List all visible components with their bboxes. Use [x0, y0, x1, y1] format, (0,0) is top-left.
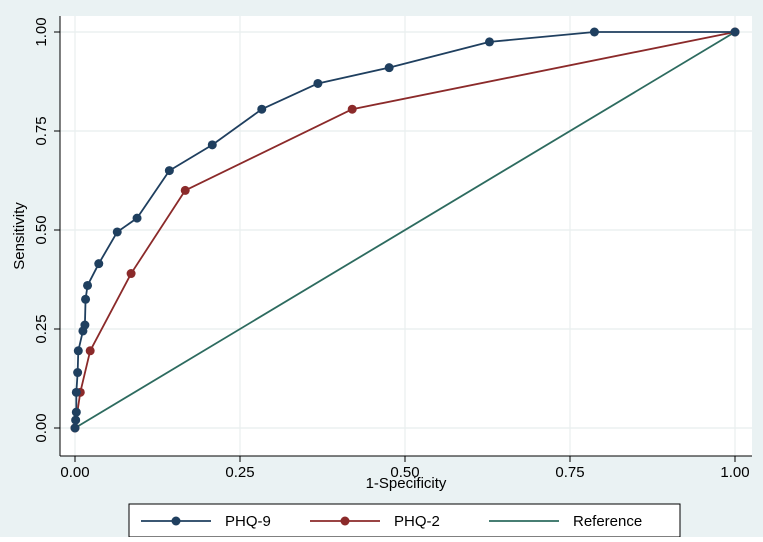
axes: 0.00 0.25 0.50 0.75 1.00 0.00 0.25 0.50 0.75 1.00	[33, 16, 752, 481]
x-tick-label: 0.25	[225, 464, 254, 481]
y-tick-label: 0.25	[33, 314, 50, 343]
point-phq-9	[73, 346, 83, 356]
legend-marker-phq-2	[340, 516, 350, 526]
legend-box	[128, 503, 681, 538]
legend-label-phq-9: PHQ-9	[225, 513, 271, 530]
legend-label-reference: Reference	[573, 513, 642, 530]
point-phq-2	[126, 269, 136, 279]
point-phq-9	[164, 166, 174, 176]
point-phq-9	[313, 78, 323, 88]
point-phq-9	[112, 227, 122, 237]
point-phq-9	[257, 104, 267, 114]
point-phq-9	[94, 259, 104, 269]
point-phq-9	[132, 213, 142, 223]
plot-area	[60, 16, 752, 456]
legend-label-phq-2: PHQ-2	[394, 513, 440, 530]
point-phq-2	[85, 346, 95, 356]
legend-marker-phq-9	[171, 516, 181, 526]
x-axis-title: 1-Specificity	[366, 475, 447, 492]
y-axis-title: Sensitivity	[11, 202, 28, 270]
point-phq-9	[80, 320, 90, 330]
point-phq-2	[180, 185, 190, 195]
series-layer	[70, 27, 740, 433]
point-phq-9	[70, 423, 80, 433]
x-tick-label: 1.00	[720, 464, 749, 481]
point-phq-9	[589, 27, 599, 37]
point-phq-9	[484, 37, 494, 47]
x-tick-label: 0.75	[555, 464, 584, 481]
y-tick-label: 0.00	[33, 413, 50, 442]
x-tick-label: 0.50	[390, 464, 419, 481]
point-phq-9	[730, 27, 740, 37]
point-phq-9	[83, 280, 93, 290]
y-tick-label: 1.00	[33, 17, 50, 46]
point-phq-9	[384, 63, 394, 73]
legend: PHQ-9 PHQ-2 Reference	[128, 503, 681, 538]
y-tick-label: 0.75	[33, 116, 50, 145]
point-phq-9	[207, 140, 217, 150]
point-phq-9	[71, 415, 81, 425]
point-phq-9	[71, 407, 81, 417]
point-phq-9	[73, 368, 83, 378]
y-tick-label: 0.50	[33, 215, 50, 244]
series-line-reference	[74, 31, 736, 429]
x-tick-label: 0.00	[60, 464, 89, 481]
point-phq-2	[347, 104, 357, 114]
point-phq-9	[81, 294, 91, 304]
point-phq-9	[71, 387, 81, 397]
